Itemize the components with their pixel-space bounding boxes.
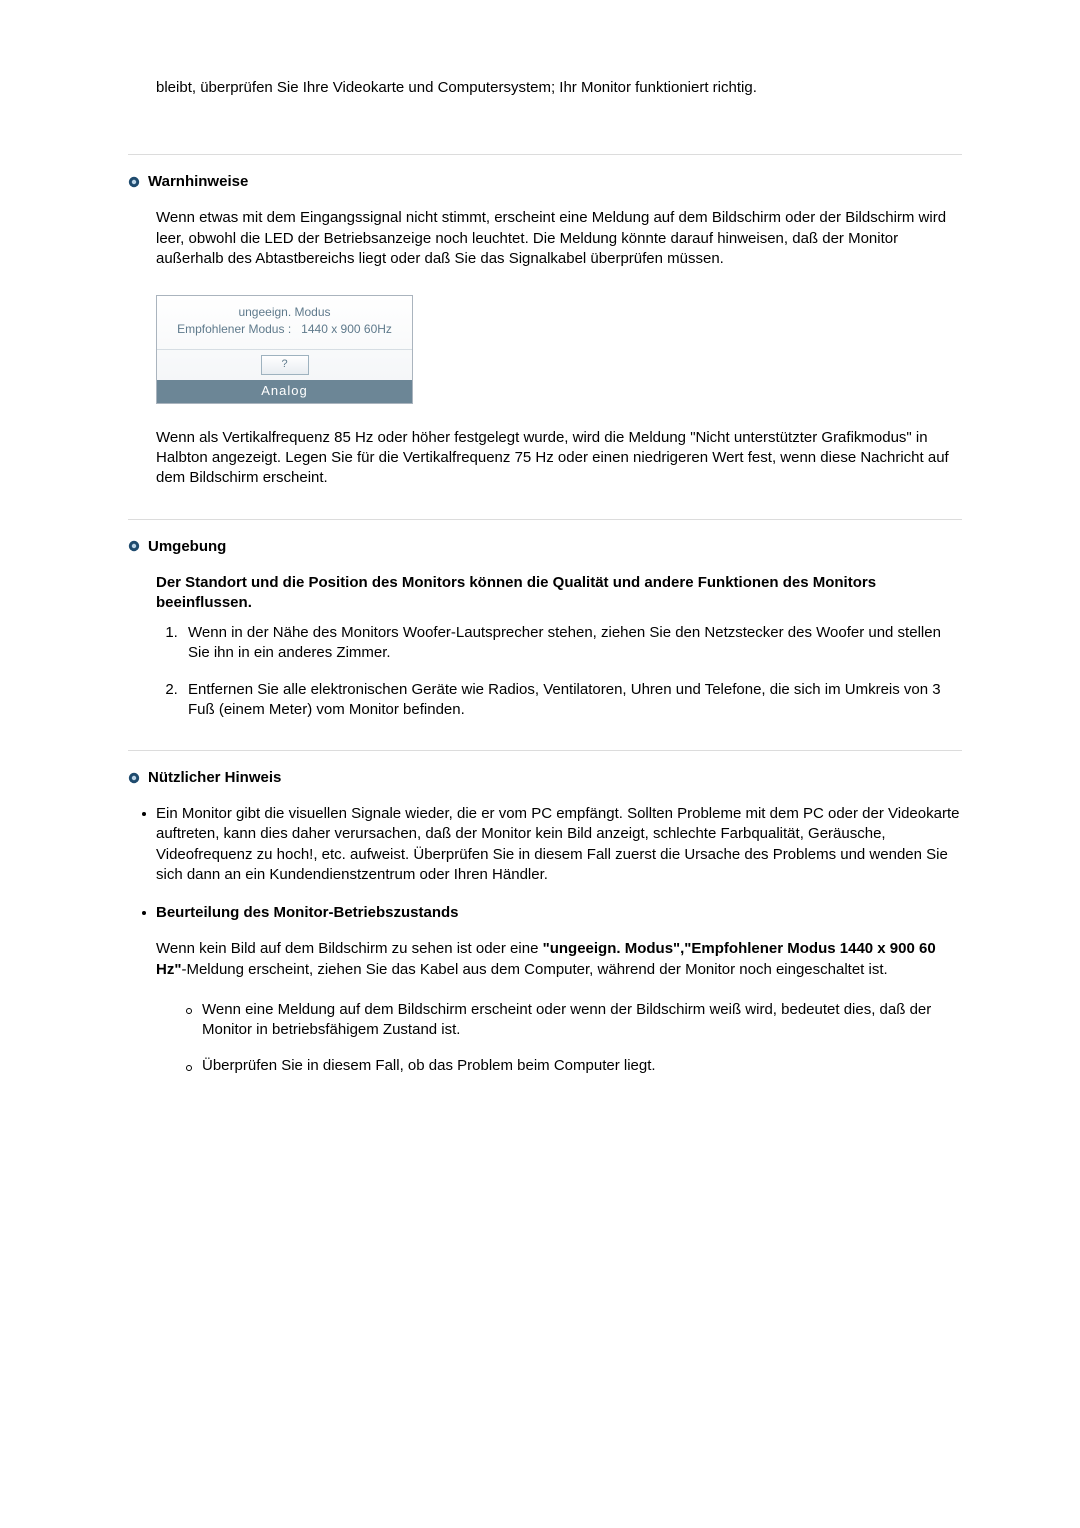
list-item: Wenn eine Meldung auf dem Bildschirm ers… [202, 1000, 962, 1041]
osd-help-button: ? [261, 355, 309, 375]
section-title: Nützlicher Hinweis [148, 769, 281, 786]
bullet-icon [128, 772, 140, 784]
divider [128, 154, 962, 155]
list-item: Wenn in der Nähe des Monitors Woofer-Lau… [182, 623, 962, 664]
list-item: Überprüfen Sie in diesem Fall, ob das Pr… [202, 1056, 962, 1076]
env-lead: Der Standort und die Position des Monito… [128, 573, 962, 614]
osd-button-row: ? [157, 349, 412, 380]
intro-text: bleibt, überprüfen Sie Ihre Videokarte u… [128, 0, 962, 98]
osd-warning-box: ungeeign. Modus Empfohlener Modus : 1440… [156, 295, 413, 404]
warn-paragraph-2: Wenn als Vertikalfrequenz 85 Hz oder höh… [128, 428, 962, 489]
section-title: Umgebung [148, 538, 226, 555]
section-header-useful: Nützlicher Hinweis [128, 769, 962, 786]
list-item: Beurteilung des Monitor-Betriebszustands… [156, 903, 962, 1077]
section-header-warn: Warnhinweise [128, 173, 962, 190]
useful-list: Ein Monitor gibt die visuellen Signale w… [128, 804, 962, 1077]
osd-line-1: ungeeign. Modus [163, 304, 406, 321]
list-item: Entfernen Sie alle elektronischen Geräte… [182, 680, 962, 721]
bullet-icon [128, 176, 140, 188]
useful-sublist: Wenn eine Meldung auf dem Bildschirm ers… [156, 1000, 962, 1077]
warn-paragraph-1: Wenn etwas mit dem Eingangssignal nicht … [128, 208, 962, 269]
paragraph-fragment: -Meldung erscheint, ziehen Sie das Kabel… [181, 961, 887, 978]
osd-footer: Analog [157, 380, 412, 403]
section-header-env: Umgebung [128, 538, 962, 555]
bullet-icon [128, 540, 140, 552]
page: bleibt, überprüfen Sie Ihre Videokarte u… [0, 0, 1080, 1528]
env-list: Wenn in der Nähe des Monitors Woofer-Lau… [128, 623, 962, 720]
paragraph-fragment: Wenn kein Bild auf dem Bildschirm zu seh… [156, 940, 543, 957]
osd-line-2: Empfohlener Modus : 1440 x 900 60Hz [163, 321, 406, 338]
sub-heading: Beurteilung des Monitor-Betriebszustands [156, 904, 459, 921]
list-item: Ein Monitor gibt die visuellen Signale w… [156, 804, 962, 885]
osd-message: ungeeign. Modus Empfohlener Modus : 1440… [157, 296, 412, 349]
divider [128, 750, 962, 751]
section-title: Warnhinweise [148, 173, 248, 190]
divider [128, 519, 962, 520]
